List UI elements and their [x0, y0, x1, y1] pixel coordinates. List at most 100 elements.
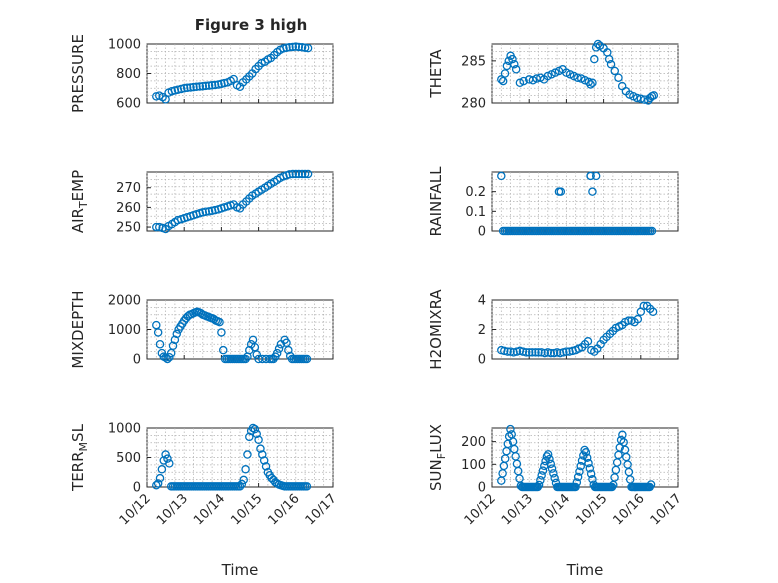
figure-title: Figure 3 high: [195, 16, 308, 34]
data-point: [219, 345, 228, 355]
y-tick-label: 270: [116, 181, 141, 196]
data-point: [165, 352, 174, 362]
data-point: [195, 82, 205, 91]
data-point: [235, 482, 245, 491]
data-point: [497, 171, 506, 181]
data-point: [506, 424, 515, 434]
y-tick-label: 1000: [108, 38, 141, 53]
panel-terr_msl: 0 500 1000 10/12 10/13 10/14 10/15 10/16 10/17 TE…: [69, 422, 340, 529]
y-tick-label: 800: [116, 67, 141, 82]
ylabel-main: SUN: [427, 459, 445, 491]
x-tick-label: 10/17: [648, 491, 685, 528]
ylabel-subscript: T: [77, 201, 90, 209]
data-point: [581, 448, 591, 457]
data-point: [170, 335, 180, 345]
data-point: [201, 207, 211, 216]
x-tick-label: 10/14: [191, 491, 228, 528]
xlabel-left: Time: [221, 561, 259, 579]
data-point: [582, 453, 592, 462]
data-point: [586, 469, 596, 479]
data-point: [274, 344, 284, 353]
ylabel-suffix: SL: [69, 423, 87, 442]
panel-rainfall: 0 0.1 0.2 RAINFALL: [427, 166, 679, 240]
y-tick-label: 0: [478, 353, 486, 368]
ylabel-h2omixra: H2OMIXRA: [427, 289, 445, 370]
data-point: [497, 75, 506, 84]
data-point: [584, 77, 593, 87]
data-point: [536, 475, 545, 485]
y-tick-label: 500: [116, 451, 141, 466]
data-point: [549, 469, 558, 478]
data-point: [153, 479, 163, 488]
data-point: [524, 348, 534, 357]
data-point: [591, 171, 601, 181]
data-point: [573, 472, 583, 482]
y-tick-label: 285: [461, 54, 486, 69]
panel-mixdepth: 0 1000 2000 MIXDEPTH: [69, 290, 334, 369]
data-point: [210, 80, 220, 90]
data-point: [161, 353, 170, 362]
data-point: [284, 345, 293, 355]
data-point: [186, 83, 195, 92]
y-tick-label: 0: [133, 481, 141, 496]
panel-pressure: 600 800 1000 PRESSURE: [69, 34, 334, 113]
data-point: [575, 467, 584, 476]
data-point: [163, 354, 172, 364]
data-point: [647, 226, 657, 236]
data-point: [546, 348, 556, 358]
data-point: [550, 473, 559, 483]
data-point: [256, 444, 265, 453]
data-point: [294, 42, 304, 52]
data-point: [586, 80, 595, 89]
data-point: [300, 169, 310, 179]
data-point: [152, 480, 161, 490]
data-point: [537, 471, 546, 480]
x-tick-label: 10/12: [462, 491, 499, 528]
data-point: [562, 347, 571, 356]
y-tick-label: 260: [116, 201, 141, 216]
panel-theta: 280 285 THETA: [427, 39, 679, 112]
ylabel-terr_msl: TERRMSL: [69, 423, 90, 492]
data-point: [640, 95, 649, 104]
data-point: [545, 454, 554, 464]
y-tick-label: 0: [478, 481, 486, 496]
ylabel-mixdepth: MIXDEPTH: [69, 290, 87, 368]
data-point: [531, 348, 540, 357]
data-point: [192, 82, 201, 92]
data-point: [302, 354, 312, 364]
data-point: [542, 452, 552, 461]
ylabel-main: AIR: [69, 208, 87, 233]
data-point: [649, 91, 659, 100]
data-point: [588, 475, 597, 484]
data-point: [607, 482, 617, 492]
data-point: [534, 348, 543, 357]
x-tick-label: 10/17: [303, 491, 340, 528]
data-point: [303, 43, 313, 53]
data-point: [585, 464, 595, 473]
data-point: [217, 328, 226, 337]
y-tick-label: 2000: [108, 294, 141, 309]
data-point: [508, 54, 517, 64]
data-point: [282, 43, 291, 52]
data-point: [572, 478, 582, 487]
data-point: [215, 317, 224, 327]
data-point: [518, 347, 528, 356]
data-point: [616, 435, 626, 445]
data-point: [593, 39, 603, 49]
data-point: [248, 423, 258, 433]
data-point: [165, 459, 174, 468]
data-point: [590, 54, 599, 64]
data-point: [259, 456, 269, 465]
data-point: [538, 466, 548, 475]
data-point: [161, 95, 170, 104]
data-point: [510, 59, 519, 69]
ylabel-rainfall: RAINFALL: [427, 166, 445, 237]
data-point: [288, 42, 298, 52]
data-point: [588, 78, 597, 88]
data-point: [163, 454, 172, 463]
data-point: [201, 81, 211, 91]
data-point: [155, 339, 165, 349]
data-point: [586, 171, 595, 181]
data-point: [157, 465, 167, 474]
